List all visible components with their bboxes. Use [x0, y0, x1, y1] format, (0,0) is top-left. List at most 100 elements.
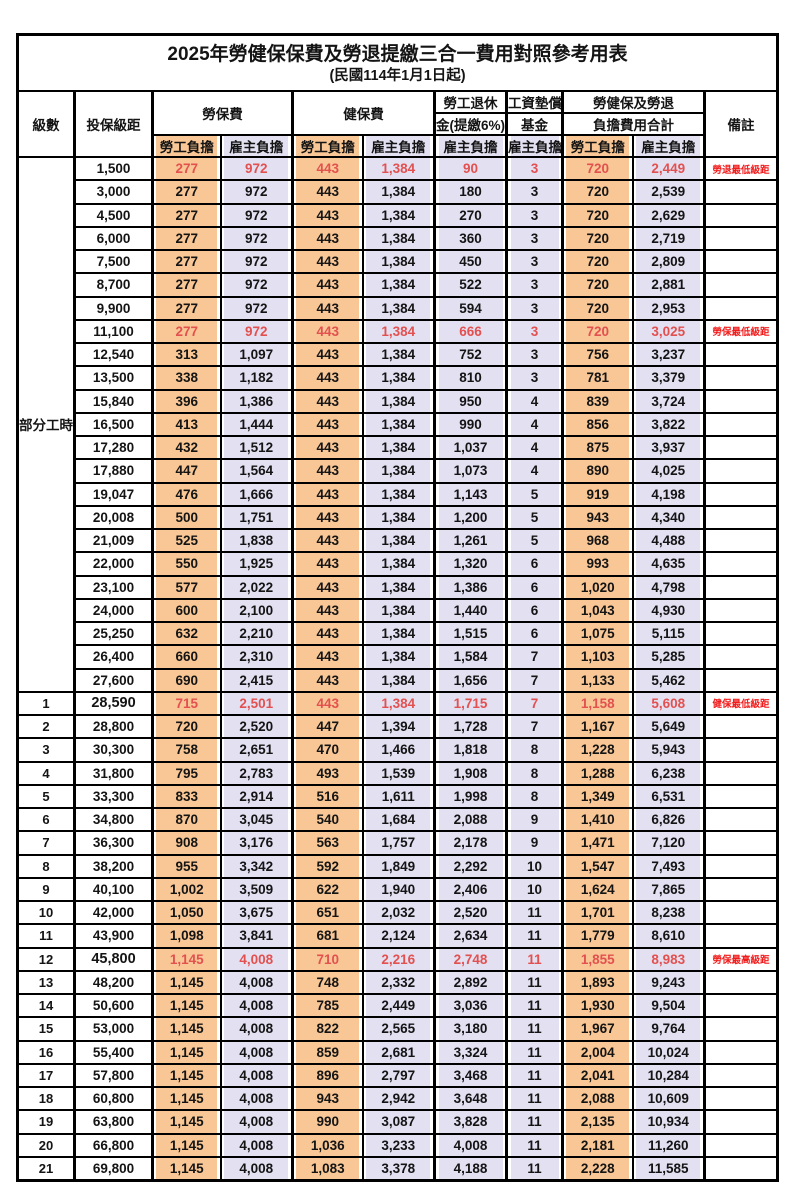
bracket-cell: 12,540 — [73, 341, 154, 368]
fee-cell: 859 — [291, 1039, 364, 1065]
fee-cell: 2,629 — [631, 202, 706, 228]
table-row: 3 30,300 758 2,651 470 1,466 1,818 8 1,228 5,943 — [16, 737, 779, 763]
fee-cell: 1,145 — [151, 1155, 222, 1182]
remark-cell — [702, 992, 779, 1019]
fee-cell: 10,284 — [631, 1062, 706, 1089]
table-row: 22,000 550 1,925 443 1,384 1,320 6 993 4,635 — [18, 551, 779, 577]
col-header-health-insurance: 健保費 — [291, 90, 436, 136]
fee-cell: 1,384 — [361, 155, 436, 182]
fee-cell: 3,237 — [631, 341, 706, 368]
fee-cell: 720 — [561, 202, 634, 228]
remark-cell — [702, 969, 779, 996]
fee-cell: 1,384 — [361, 527, 436, 554]
fee-cell: 1,466 — [361, 737, 436, 763]
header-row-3: 勞工負擔 雇主負擔 勞工負擔 雇主負擔 雇主負擔 雇主負擔 勞工負擔 雇主負擔 — [18, 134, 778, 158]
fee-cell: 1,020 — [561, 574, 634, 600]
fee-cell: 1,967 — [561, 1016, 634, 1042]
fee-cell: 1,855 — [561, 946, 634, 972]
level-cell: 5 — [16, 783, 76, 810]
fee-cell: 443 — [291, 620, 364, 647]
table-row: 部分工時 1,500 277 972 443 1,384 90 3 720 2,449 勞退最低級距 — [16, 155, 779, 693]
table-row: 9 40,100 1,002 3,509 622 1,940 2,406 10 1,624 7,8… — [16, 876, 779, 903]
level-cell: 8 — [16, 853, 76, 879]
title-row: 2025年勞健保保費及勞退提繳三合一費用對照參考用表 (民國114年1月1日起) — [16, 33, 779, 92]
fee-cell: 7 — [505, 667, 564, 693]
fee-cell: 1,386 — [219, 388, 294, 414]
remark-cell — [702, 411, 779, 438]
fee-cell: 919 — [561, 481, 634, 507]
fee-cell: 443 — [291, 388, 364, 414]
fee-cell: 11 — [505, 1062, 564, 1089]
bracket-cell: 48,200 — [73, 969, 154, 996]
level-cell: 3 — [16, 737, 76, 763]
fee-cell: 9 — [505, 806, 564, 833]
fee-cell: 1,908 — [433, 760, 508, 786]
fee-cell: 4 — [505, 434, 564, 461]
table-row: 2 28,800 720 2,520 447 1,394 1,728 7 1,167 5,649 — [16, 713, 779, 740]
fee-cell: 1,384 — [361, 388, 436, 414]
table-row: 11,100 277 972 443 1,384 666 3 720 3,025 勞保最低級距 — [18, 318, 779, 345]
fee-cell: 5,115 — [631, 620, 706, 647]
table-row: 8 38,200 955 3,342 592 1,849 2,292 10 1,547 7,493 — [16, 853, 779, 879]
subheader-total-employee: 勞工負擔 — [561, 134, 634, 158]
fee-cell: 1,384 — [361, 225, 436, 252]
table-row: 19,047 476 1,666 443 1,384 1,143 5 919 4,198 — [18, 481, 779, 507]
fee-cell: 2,797 — [361, 1062, 436, 1089]
remark-cell — [702, 1132, 779, 1158]
fee-cell: 11 — [505, 1016, 564, 1042]
remark-cell — [702, 341, 779, 368]
remark-cell — [702, 737, 779, 763]
remark-cell — [702, 713, 779, 740]
subheader-health-employer: 雇主負擔 — [361, 134, 436, 158]
table-row: 6 34,800 870 3,045 540 1,684 2,088 9 1,410 6,826 — [16, 806, 779, 833]
bracket-cell: 55,400 — [73, 1039, 154, 1065]
remark-cell — [702, 667, 779, 693]
bracket-cell: 11,100 — [73, 318, 154, 345]
remark-cell: 健保最低級距 — [702, 690, 779, 717]
fee-cell: 3,379 — [631, 365, 706, 391]
fee-cell: 277 — [151, 295, 222, 321]
fee-cell: 1,384 — [361, 667, 436, 693]
fee-cell: 338 — [151, 365, 222, 391]
fee-cell: 3 — [505, 248, 564, 275]
fee-cell: 1,384 — [361, 434, 436, 461]
fee-cell: 1,145 — [151, 1016, 222, 1042]
fee-cell: 1,384 — [361, 458, 436, 484]
fee-cell: 890 — [561, 458, 634, 484]
table-header: 2025年勞健保保費及勞退提繳三合一費用對照參考用表 (民國114年1月1日起)… — [16, 33, 779, 158]
fee-cell: 2,565 — [361, 1016, 436, 1042]
fee-cell: 1,471 — [561, 830, 634, 856]
fee-cell: 1,182 — [219, 365, 294, 391]
fee-cell: 443 — [291, 481, 364, 507]
fee-cell: 1,228 — [561, 737, 634, 763]
remark-cell — [702, 1016, 779, 1042]
fee-cell: 748 — [291, 969, 364, 996]
fee-cell: 9,243 — [631, 969, 706, 996]
fee-cell: 2,681 — [361, 1039, 436, 1065]
fee-cell: 1,133 — [561, 667, 634, 693]
fee-cell: 908 — [151, 830, 222, 856]
fee-cell: 1,384 — [361, 620, 436, 647]
fee-cell: 525 — [151, 527, 222, 554]
fee-cell: 8,238 — [631, 899, 706, 926]
fee-cell: 8 — [505, 783, 564, 810]
remark-cell — [702, 388, 779, 414]
fee-cell: 4,635 — [631, 551, 706, 577]
fee-cell: 1,539 — [361, 760, 436, 786]
fee-cell: 1,564 — [219, 458, 294, 484]
table-row: 27,600 690 2,415 443 1,384 1,656 7 1,133 5,462 — [18, 667, 779, 693]
fee-cell: 4,488 — [631, 527, 706, 554]
fee-cell: 4,008 — [219, 992, 294, 1019]
fee-cell: 1,384 — [361, 365, 436, 391]
fee-cell: 7 — [505, 644, 564, 670]
bracket-cell: 38,200 — [73, 853, 154, 879]
remark-cell — [702, 272, 779, 298]
col-header-pension-line2: 金(提繳6%) — [433, 112, 508, 136]
bracket-cell: 17,280 — [73, 434, 154, 461]
fee-cell: 2,719 — [631, 225, 706, 252]
bracket-cell: 45,800 — [73, 946, 154, 972]
level-cell: 2 — [16, 713, 76, 740]
fee-cell: 3 — [505, 202, 564, 228]
fee-cell: 11 — [505, 969, 564, 996]
remark-cell: 勞保最高級距 — [702, 946, 779, 972]
